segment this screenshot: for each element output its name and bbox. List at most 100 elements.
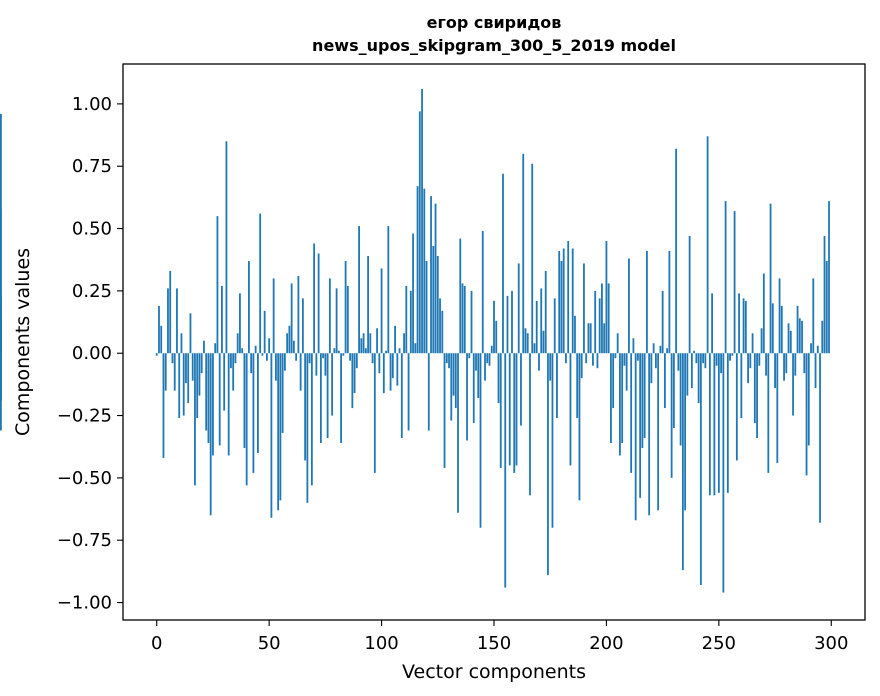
bar: [702, 353, 705, 364]
bar: [735, 353, 738, 461]
bar: [457, 353, 459, 513]
bar: [690, 353, 693, 389]
bar: [405, 285, 408, 354]
bar: [445, 353, 448, 364]
bar: [681, 353, 684, 571]
bar: [173, 353, 176, 391]
bar: [569, 353, 572, 466]
bar: [819, 353, 821, 523]
bar: [571, 248, 574, 354]
bar: [524, 328, 527, 354]
bar: [493, 300, 495, 354]
chart-title-line-2: news_upos_skipgram_300_5_2019 model: [312, 36, 676, 55]
bar: [637, 353, 639, 361]
bar: [344, 260, 347, 354]
bar: [308, 353, 311, 364]
bar: [169, 270, 172, 354]
bar: [535, 300, 538, 354]
bar: [326, 353, 329, 438]
bar: [668, 251, 671, 354]
bar: [567, 241, 570, 354]
bar: [565, 353, 567, 364]
bar: [529, 353, 531, 496]
bar: [176, 288, 178, 354]
bar: [448, 353, 450, 369]
bar: [373, 353, 376, 473]
bar: [427, 353, 430, 431]
bar: [515, 353, 518, 466]
bar: [610, 353, 612, 443]
bar: [182, 353, 185, 416]
bar: [261, 353, 264, 356]
bar: [367, 255, 369, 354]
bar: [751, 333, 754, 354]
bar: [234, 353, 237, 364]
bar: [216, 216, 219, 354]
bar: [382, 353, 385, 394]
bar: [749, 353, 752, 369]
bar: [670, 353, 673, 478]
bar: [472, 353, 475, 424]
bar: [362, 333, 365, 354]
bar: [722, 353, 725, 593]
bar: [828, 201, 830, 354]
bar: [389, 353, 392, 391]
bar: [187, 353, 190, 404]
bar: [792, 353, 794, 416]
bar: [313, 243, 316, 354]
bar: [351, 353, 354, 409]
bar: [821, 320, 824, 354]
bar: [212, 353, 214, 456]
bar: [346, 285, 349, 354]
bar: [203, 340, 205, 354]
bar: [738, 293, 740, 354]
bar: [439, 298, 441, 354]
bar: [277, 353, 280, 511]
bar: [623, 353, 626, 366]
bar: [205, 353, 208, 431]
bar: [553, 298, 556, 354]
bar: [686, 353, 689, 396]
y-axis-label: Components values: [12, 248, 34, 436]
bar: [619, 353, 621, 456]
bar: [466, 353, 468, 441]
bar: [436, 255, 439, 354]
bar: [677, 353, 680, 371]
bar: [531, 163, 534, 354]
bar: [391, 353, 394, 379]
bar: [315, 353, 318, 376]
bar: [632, 338, 635, 354]
bar: [812, 278, 815, 354]
bar: [432, 246, 435, 354]
bar: [760, 328, 763, 354]
bar: [418, 111, 421, 354]
bar: [412, 233, 414, 354]
bar: [254, 345, 257, 354]
bar: [297, 275, 300, 354]
bar: [263, 310, 266, 354]
bar: [684, 353, 687, 511]
x-tick-label: 200: [589, 633, 623, 654]
bar: [807, 353, 810, 446]
bar: [310, 353, 313, 486]
bar: [340, 353, 342, 443]
bar: [823, 236, 826, 354]
bar: [281, 353, 284, 433]
bar: [585, 353, 588, 364]
bar: [376, 328, 378, 354]
bar: [385, 350, 387, 354]
bar: [364, 348, 367, 354]
bar: [358, 226, 360, 354]
bar: [502, 173, 504, 354]
bar: [292, 340, 295, 354]
bar: [394, 325, 396, 354]
bar: [407, 353, 410, 431]
bar: [598, 298, 601, 354]
bar: [349, 353, 351, 361]
bar: [468, 353, 471, 359]
bar: [562, 248, 565, 354]
bar: [180, 333, 183, 354]
bar: [158, 305, 160, 354]
bar: [630, 353, 633, 473]
bar: [459, 238, 462, 354]
